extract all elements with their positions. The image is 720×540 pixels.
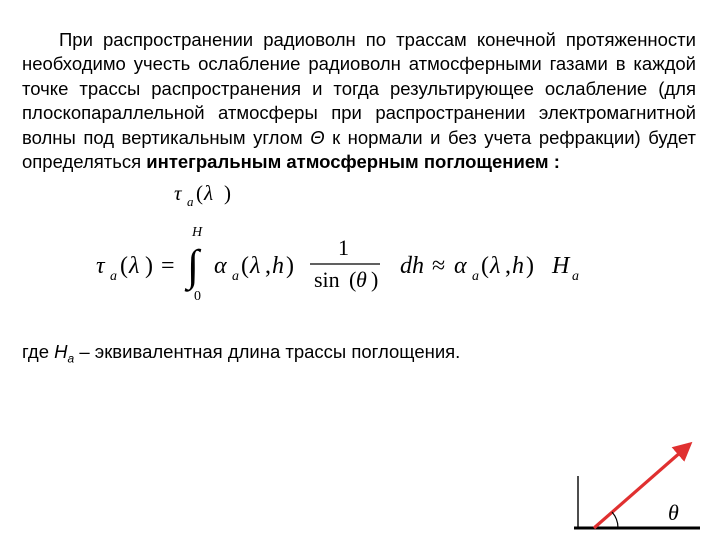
svg-text:): ) (371, 267, 378, 292)
svg-text:sin: sin (314, 267, 340, 292)
formula-block: τ a ( λ ) τ a ( λ ) = ∫ H 0 α (22, 178, 696, 323)
svg-text:): ) (145, 253, 153, 279)
svg-text:dh: dh (400, 253, 424, 279)
svg-text:): ) (526, 253, 534, 279)
svg-text:λ: λ (249, 253, 260, 279)
svg-text:≈: ≈ (432, 253, 445, 279)
svg-text:): ) (224, 181, 231, 205)
svg-text:): ) (286, 253, 294, 279)
svg-text:,: , (505, 253, 511, 279)
svg-text:h: h (512, 253, 524, 279)
colon: : (554, 151, 560, 172)
svg-text:a: a (187, 194, 194, 209)
svg-text:(: ( (120, 253, 128, 279)
angle-svg: θ (572, 438, 702, 534)
svg-text:0: 0 (194, 289, 201, 304)
svg-text:τ: τ (96, 253, 106, 279)
where-line: где Ha – эквивалентная длина трассы погл… (22, 341, 696, 366)
theta-label: θ (668, 500, 679, 525)
main-paragraph: При распространении радиоволн по трассам… (22, 28, 696, 174)
where-pre: где (22, 341, 54, 362)
svg-text:a: a (232, 269, 239, 284)
where-H: H (54, 341, 67, 362)
svg-text:λ: λ (128, 253, 139, 279)
where-post: – эквивалентная длина трассы поглощения. (74, 341, 460, 362)
theta-symbol: Θ (310, 127, 324, 148)
svg-text:(: ( (196, 181, 203, 205)
svg-text:(: ( (481, 253, 489, 279)
angle-diagram: θ (572, 438, 702, 534)
svg-text:=: = (161, 253, 175, 279)
svg-text:h: h (272, 253, 284, 279)
svg-text:λ: λ (203, 181, 213, 205)
page-root: При распространении радиоволн по трассам… (0, 0, 720, 540)
svg-text:α: α (214, 253, 227, 279)
svg-text:τ: τ (174, 181, 183, 205)
formula-svg: τ a ( λ ) τ a ( λ ) = ∫ H 0 α (22, 178, 682, 318)
svg-text:α: α (454, 253, 467, 279)
svg-text:a: a (110, 269, 117, 284)
svg-text:(: ( (241, 253, 249, 279)
bold-term: интегральным атмосферным поглощением (146, 151, 548, 172)
svg-text:a: a (572, 269, 579, 284)
svg-text:λ: λ (489, 253, 500, 279)
svg-text:H: H (551, 253, 571, 279)
svg-text:∫: ∫ (184, 241, 202, 292)
svg-text:,: , (265, 253, 271, 279)
svg-text:θ: θ (356, 267, 367, 292)
svg-text:1: 1 (338, 235, 349, 260)
svg-text:a: a (472, 269, 479, 284)
angle-arc (612, 512, 618, 528)
svg-text:H: H (191, 225, 203, 240)
